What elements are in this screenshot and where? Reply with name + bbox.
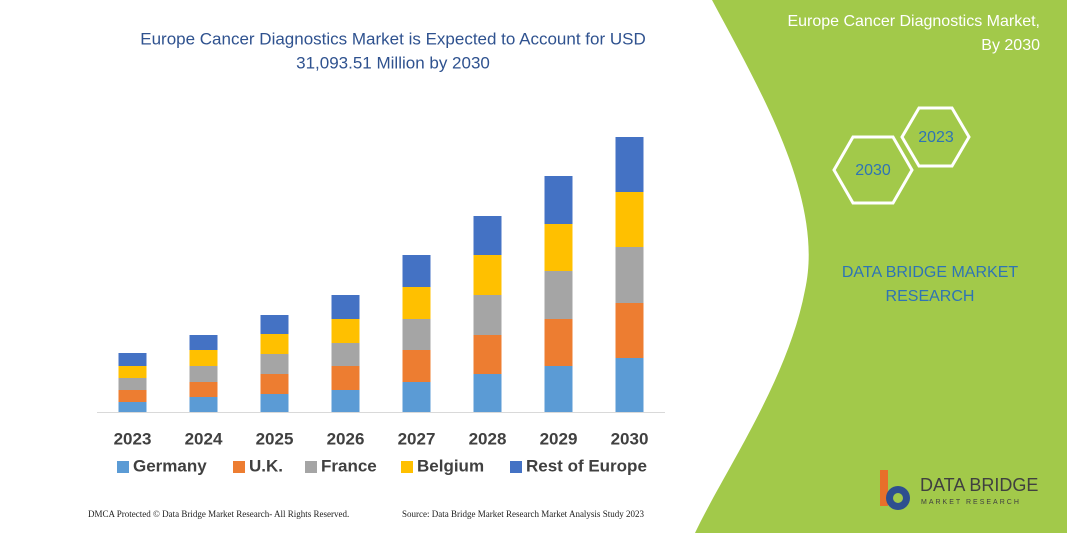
bar-segment xyxy=(260,354,289,374)
bar-segment xyxy=(615,303,644,358)
bar-segment xyxy=(118,378,147,390)
bar-segment xyxy=(118,366,147,378)
bar-segment xyxy=(615,192,644,247)
bar-segment xyxy=(118,402,147,412)
bar-segment xyxy=(189,382,218,397)
footer-text: Source: Data Bridge Market Research Mark… xyxy=(402,509,644,519)
x-tick-label: 2030 xyxy=(611,429,649,448)
legend-swatch xyxy=(510,461,522,473)
bar-segment xyxy=(118,390,147,402)
legend-swatch xyxy=(401,461,413,473)
bar-segment xyxy=(402,287,431,319)
panel-title: Europe Cancer Diagnostics Market, xyxy=(787,13,1040,30)
bar-segment xyxy=(331,366,360,390)
bar-segment xyxy=(473,255,502,295)
x-tick-label: 2026 xyxy=(327,429,365,448)
panel-title: By 2030 xyxy=(981,37,1040,54)
x-tick-label: 2024 xyxy=(185,429,223,448)
bar-segment xyxy=(544,271,573,319)
chart-title-line: Europe Cancer Diagnostics Market is Expe… xyxy=(140,29,646,48)
bar-segment xyxy=(402,350,431,382)
footer-text: DMCA Protected © Data Bridge Market Rese… xyxy=(88,509,349,519)
bar-segment xyxy=(473,374,502,412)
legend-label: France xyxy=(321,456,377,475)
logo-name: DATA BRIDGE xyxy=(920,475,1038,495)
legend-swatch xyxy=(117,461,129,473)
bar-segment xyxy=(544,176,573,224)
legend-label: U.K. xyxy=(249,456,283,475)
bar-segment xyxy=(260,394,289,412)
bar-segment xyxy=(473,295,502,335)
legend-label: Germany xyxy=(133,456,207,475)
bar-segment xyxy=(544,366,573,412)
x-tick-label: 2029 xyxy=(540,429,578,448)
brand-text: DATA BRIDGE MARKET xyxy=(842,264,1019,281)
bar-segment xyxy=(473,335,502,374)
bar-segment xyxy=(118,353,147,366)
bar-segment xyxy=(402,255,431,287)
bar-segment xyxy=(189,350,218,366)
bar-segment xyxy=(473,216,502,255)
bar-segment xyxy=(331,343,360,366)
bar-segment xyxy=(189,366,218,382)
x-tick-label: 2023 xyxy=(114,429,152,448)
bar-segment xyxy=(544,319,573,366)
brand-text: RESEARCH xyxy=(886,288,975,305)
x-tick-label: 2027 xyxy=(398,429,436,448)
bar-segment xyxy=(260,374,289,394)
bar-segment xyxy=(189,397,218,412)
chart-title-line: 31,093.51 Million by 2030 xyxy=(296,53,490,72)
bar-segment xyxy=(260,334,289,354)
logo-icon xyxy=(893,493,903,503)
bar-segment xyxy=(189,335,218,350)
green-panel xyxy=(695,0,1067,533)
bar-segment xyxy=(544,224,573,271)
logo-tagline: MARKET RESEARCH xyxy=(921,499,1021,506)
legend-swatch xyxy=(305,461,317,473)
x-tick-label: 2028 xyxy=(469,429,507,448)
bar-segment xyxy=(615,137,644,192)
bar-segment xyxy=(615,247,644,303)
bar-segment xyxy=(402,319,431,350)
hexagon xyxy=(900,106,971,168)
legend-label: Belgium xyxy=(417,456,484,475)
bar-segment xyxy=(260,315,289,334)
hexagon xyxy=(832,135,914,205)
legend-swatch xyxy=(233,461,245,473)
bar-segment xyxy=(615,358,644,412)
legend-label: Rest of Europe xyxy=(526,456,647,475)
bar-segment xyxy=(331,295,360,319)
x-tick-label: 2025 xyxy=(256,429,294,448)
bar-segment xyxy=(331,390,360,412)
hex-label: 2030 xyxy=(855,162,891,179)
bar-segment xyxy=(402,382,431,412)
logo-icon xyxy=(880,470,888,506)
logo: DATA BRIDGE MARKET RESEARCH xyxy=(880,470,1038,510)
bar-segment xyxy=(331,319,360,343)
hex-label: 2023 xyxy=(918,129,954,146)
